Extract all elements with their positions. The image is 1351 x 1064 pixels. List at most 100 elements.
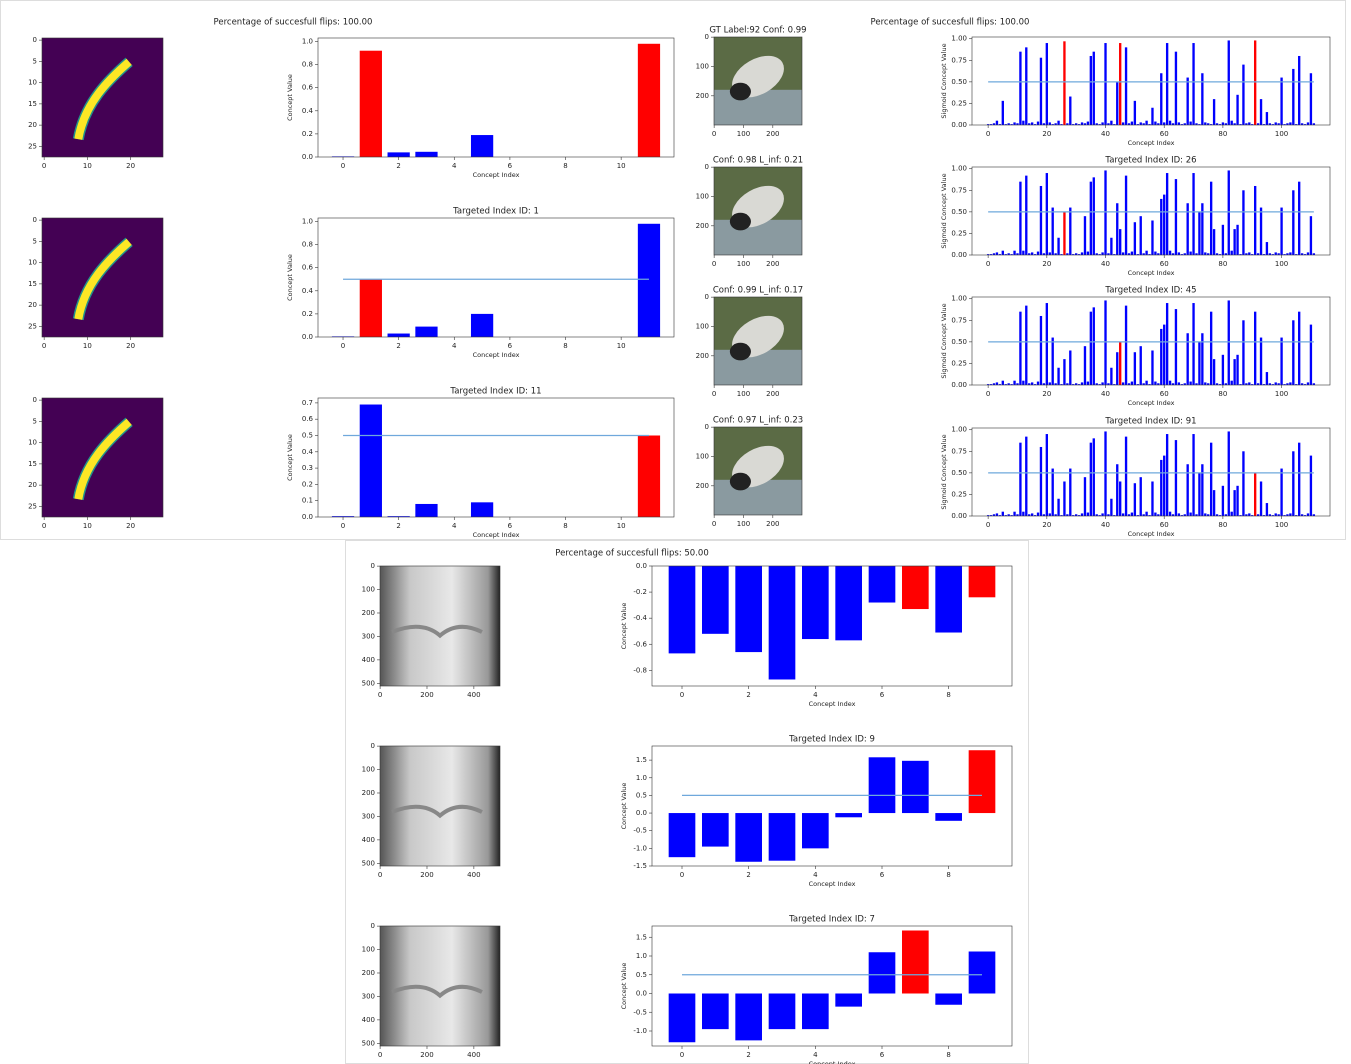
bar <box>1049 252 1051 255</box>
bar <box>1192 173 1194 255</box>
bar <box>669 566 696 653</box>
bar <box>1154 513 1156 516</box>
bar <box>1210 312 1212 385</box>
image-background <box>42 38 163 157</box>
image <box>714 37 802 125</box>
x-tick-label: 6 <box>880 871 885 879</box>
y-tick-label: 200 <box>362 609 375 617</box>
bar <box>1310 216 1312 255</box>
image-background <box>380 926 500 1046</box>
x-tick-label: 20 <box>126 522 135 530</box>
bar <box>1002 101 1004 125</box>
bar <box>1019 52 1021 125</box>
bar <box>1081 122 1083 125</box>
bar <box>1289 513 1291 516</box>
bar <box>1025 306 1027 385</box>
x-tick-label: 40 <box>1101 390 1110 398</box>
y-tick-label: 0.2 <box>302 310 313 318</box>
y-tick-label: 1.0 <box>636 952 647 960</box>
bar <box>1307 122 1309 125</box>
image-title: Conf: 0.98 L_inf: 0.21 <box>713 156 803 166</box>
bar <box>1145 251 1147 255</box>
bar <box>1116 464 1118 516</box>
y-tick-label: 0.5 <box>636 791 647 799</box>
x-tick-label: 10 <box>83 162 92 170</box>
bar <box>902 566 929 609</box>
y-tick-label: 0.00 <box>951 381 967 389</box>
x-tick-label: 80 <box>1218 390 1227 398</box>
x-tick-label: 200 <box>766 260 779 268</box>
image-background <box>42 218 163 337</box>
bar <box>669 994 696 1043</box>
figure-title: Percentage of succesfull flips: 50.00 <box>555 549 708 559</box>
bar <box>415 327 437 337</box>
bar <box>1242 320 1244 385</box>
bar <box>1213 490 1215 516</box>
bar <box>1213 229 1215 255</box>
bar <box>1101 382 1103 385</box>
x-tick-label: 0 <box>680 1051 684 1059</box>
bar <box>1192 43 1194 125</box>
image-background <box>42 398 163 517</box>
bar <box>869 952 896 993</box>
bar <box>702 566 729 634</box>
y-tick-label: 0 <box>705 423 709 431</box>
bar <box>1189 122 1191 125</box>
y-tick-label: -1.0 <box>633 844 647 852</box>
y-tick-label: -0.5 <box>633 1008 647 1016</box>
bar <box>1116 352 1118 385</box>
bar <box>1254 312 1256 385</box>
bar <box>935 994 962 1005</box>
bar <box>1242 451 1244 516</box>
bar <box>1084 477 1086 516</box>
bar <box>1131 252 1133 255</box>
bar <box>1069 350 1071 385</box>
bar <box>1081 252 1083 255</box>
figure-title: Percentage of succesfull flips: 100.00 <box>214 18 373 28</box>
x-tick-label: 0 <box>341 522 345 530</box>
y-tick-label: 10 <box>28 439 37 447</box>
bar <box>1031 122 1033 125</box>
bar <box>1204 513 1206 516</box>
bar <box>1187 203 1189 255</box>
bar <box>1131 513 1133 516</box>
y-tick-label: 0.50 <box>951 78 967 86</box>
bar <box>1307 513 1309 516</box>
bar <box>1052 208 1054 255</box>
bar <box>969 952 996 994</box>
bar <box>471 502 493 517</box>
bar <box>1087 382 1089 385</box>
bar <box>969 566 996 597</box>
y-tick-label: 1.00 <box>951 295 967 303</box>
bar <box>1125 306 1127 385</box>
bar <box>1057 121 1059 125</box>
bar <box>996 252 998 255</box>
bar <box>1160 460 1162 516</box>
y-tick-label: 15 <box>28 460 37 468</box>
bar <box>902 931 929 994</box>
bar <box>1242 190 1244 255</box>
bar <box>1175 309 1177 385</box>
y-tick-label: 0 <box>705 293 709 301</box>
bar <box>1187 333 1189 385</box>
x-tick-label: 6 <box>880 691 885 699</box>
bar <box>1104 43 1106 125</box>
y-tick-label: 500 <box>362 1039 375 1047</box>
image-title: GT Label:92 Conf: 0.99 <box>709 26 806 36</box>
y-tick-label: 0.5 <box>636 971 647 979</box>
bar <box>1140 477 1142 516</box>
x-tick-label: 8 <box>946 691 950 699</box>
x-axis-label: Concept Index <box>473 171 520 179</box>
x-axis-label: Concept Index <box>1128 399 1175 407</box>
bar <box>1037 382 1039 385</box>
bar <box>1248 252 1250 255</box>
bar <box>1063 212 1065 255</box>
bar <box>702 994 729 1030</box>
bar <box>1140 122 1142 125</box>
bar <box>1063 41 1065 125</box>
x-tick-label: 10 <box>617 522 626 530</box>
bar <box>1087 513 1089 516</box>
x-tick-label: 0 <box>712 130 716 138</box>
y-tick-label: 0.5 <box>302 431 313 439</box>
bar <box>802 566 829 639</box>
